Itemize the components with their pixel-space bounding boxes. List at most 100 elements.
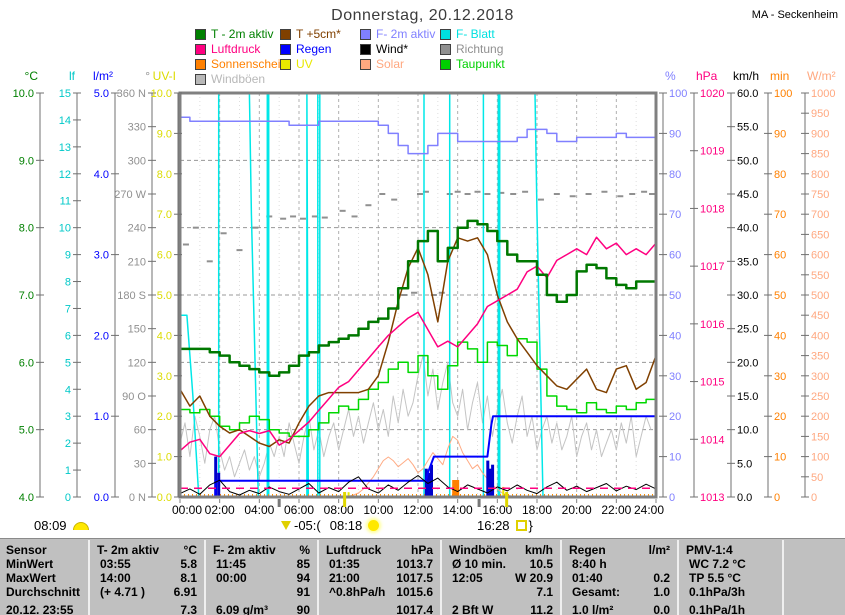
legend-label: T - 2m aktiv — [211, 27, 274, 41]
axis-unit-label: % — [665, 69, 676, 83]
series-windboeen — [179, 355, 652, 478]
axis-tick-label: 1016 — [700, 319, 724, 331]
axis-tick-label: 10 — [774, 452, 786, 464]
legend-label: Luftdruck — [211, 42, 261, 56]
legend-item-luftdruck: Luftdruck — [195, 42, 261, 56]
table-cell-value: 90 — [296, 603, 310, 615]
legend-item-f-2m-aktiv: F- 2m aktiv — [360, 27, 435, 41]
legend-label: T +5cm* — [296, 27, 341, 41]
table-header-sensor: Sensor — [6, 543, 47, 557]
axis-tick-label: 5.0 — [737, 458, 752, 470]
axis-tick-label: 5.0 — [94, 88, 109, 100]
table-header-name: T- 2m aktiv — [97, 543, 160, 557]
axis-tick-label: 1015 — [700, 377, 724, 389]
axis-unit-label: W/m² — [807, 69, 836, 83]
axis-tick-label: 0 — [669, 492, 675, 504]
axis-wm2: 0 50 100 150 200 250 300 350 400 450 500 550 600 650 7… — [801, 69, 836, 504]
time-axis: 00:00 02:00 04:00 06:00 08:00 10:00 12:00 14:00… — [172, 499, 664, 517]
legend-swatch-icon — [360, 43, 371, 55]
legend-label: Wind* — [376, 42, 409, 56]
axis-tick-label: 10 — [669, 452, 681, 464]
axis-tick-label: 9.0 — [157, 128, 172, 140]
axis-tick-label: 8.0 — [19, 223, 34, 235]
legend-swatch-icon — [280, 28, 291, 40]
axis-tick-label: 0.0 — [157, 492, 172, 504]
legend-item-f-blatt: F- Blatt — [440, 27, 495, 41]
axis-tick-label: 3.0 — [157, 371, 172, 383]
legend-swatch-icon — [360, 58, 371, 70]
axis-tick-label: 1020 — [700, 88, 724, 100]
table-cell-value: 8.1 — [180, 571, 197, 585]
axis-tick-label: 450 — [811, 310, 829, 322]
table-row-label: MinWert — [6, 557, 54, 571]
axis-tick-label: 4 — [65, 384, 71, 396]
axis-tick-label: 0 N — [129, 492, 146, 504]
axis-tick-label: 20 — [669, 411, 681, 423]
axis-unit-label: km/h — [733, 69, 759, 83]
axis-tick-label: 15.0 — [737, 391, 758, 403]
legend-item-regen: Regen — [280, 42, 332, 56]
legend-item-richtung: Richtung — [440, 42, 503, 56]
table-row-label: 20.12. 23:55 — [6, 603, 74, 615]
table-cell-text: 1.0 l/m² — [572, 603, 614, 615]
table-cell-text: 8:40 h — [572, 557, 607, 571]
table-cell-value: W 20.9 — [514, 571, 553, 585]
axis-unit-label: °C — [25, 69, 39, 83]
axis-tick-label: 10.0 — [13, 88, 34, 100]
dawn-time: 08:09 — [34, 518, 67, 533]
time-label: 00:00 — [172, 503, 202, 517]
table-cell-value: 0.2 — [653, 571, 670, 585]
legend-swatch-icon — [440, 58, 451, 70]
axis-pct: 0 10 20 30 40 50 60 70 80 90 100% — [659, 69, 687, 504]
axis-tick-label: 600 — [811, 250, 829, 262]
axis-tick-label: 330 — [128, 122, 146, 134]
axis-unit-label: UV-I — [153, 69, 176, 83]
axis-tick-label: 8.0 — [157, 169, 172, 181]
axis-tick-label: 800 — [811, 169, 829, 181]
axis-tick-label: 70 — [774, 209, 786, 221]
table-header-name: Windböen — [449, 543, 507, 557]
legend-item-taupunkt: Taupunkt — [440, 57, 505, 71]
axis-tick-label: 7.0 — [19, 290, 34, 302]
page-title: Donnerstag, 20.12.2018 — [331, 7, 514, 24]
axis-tick-label: 60 — [774, 250, 786, 262]
axis-unit-label: ° — [145, 69, 150, 83]
axis-uv: 0.0 1.0 2.0 3.0 4.0 5.0 6.0 7.0 8.0 9.0 10.0 UV-I — [151, 69, 182, 504]
table-row-label: Durchschnitt — [6, 585, 81, 599]
table-separator — [677, 540, 679, 615]
moon-glyph: } — [528, 518, 533, 533]
table-header-name: F- 2m aktiv — [213, 543, 276, 557]
axis-tick-label: 1013 — [700, 492, 724, 504]
axis-tick-label: 30 — [134, 458, 146, 470]
table-header-name: Regen — [569, 543, 606, 557]
axis-tick-label: 11 — [60, 196, 71, 208]
legend-label: Regen — [296, 42, 332, 56]
time-label: 14:00 — [443, 503, 473, 517]
axis-unit-label: hPa — [696, 69, 718, 83]
legend-swatch-icon — [440, 28, 451, 40]
table-cell-text: 03:55 — [100, 557, 131, 571]
table-separator — [88, 540, 90, 615]
series-sonnenschein — [452, 480, 460, 496]
axis-tick-label: 70 — [669, 209, 681, 221]
axis-unit-label: l/m² — [93, 69, 113, 83]
axis-tick-label: 6.0 — [19, 357, 34, 369]
legend-swatch-icon — [360, 28, 371, 40]
axis-tick-label: 1 — [65, 465, 71, 477]
axis-tick-label: 100 — [669, 88, 687, 100]
time-label: 18:00 — [522, 503, 552, 517]
axis-tick-label: 850 — [811, 149, 829, 161]
axis-tick-label: 3.0 — [94, 250, 109, 262]
legend-label: UV — [296, 57, 313, 71]
table-separator — [317, 540, 319, 615]
time-label: 06:00 — [284, 503, 314, 517]
axis-tick-label: 20 — [774, 411, 786, 423]
axis-tick-label: 300 — [811, 371, 829, 383]
axis-tick-label: 1.0 — [157, 452, 172, 464]
table-cell-text: Ø 10 min. — [452, 557, 507, 571]
legend-swatch-icon — [280, 43, 291, 55]
table-cell-value: 1.0 — [653, 585, 670, 599]
axis-tick-label: 500 — [811, 290, 829, 302]
axis-tick-label: 700 — [811, 209, 829, 221]
